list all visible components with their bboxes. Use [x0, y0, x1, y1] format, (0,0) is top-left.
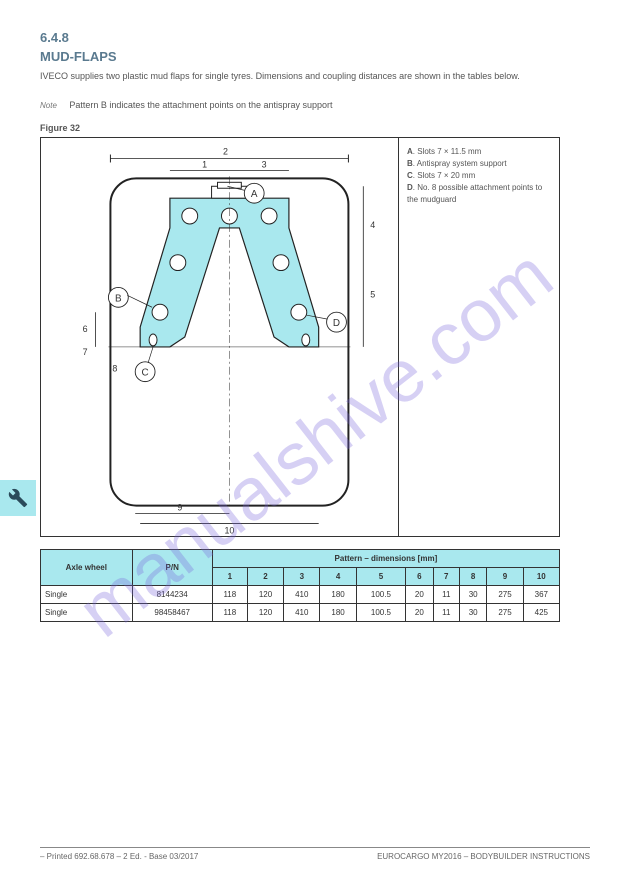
th-pn: P/N — [132, 549, 212, 585]
table-row: Single 98458467 118 120 410 180 100.5 20… — [41, 603, 560, 621]
legend-item: A. Slots 7 × 11.5 mm — [407, 146, 551, 158]
th-col: 9 — [487, 567, 523, 585]
footer: – Printed 692.68.678 – 2 Ed. - Base 03/2… — [40, 847, 590, 861]
dim-7: 7 — [83, 346, 88, 356]
th-pattern: Pattern – dimensions [mm] — [212, 549, 559, 567]
legend-item: C. Slots 7 × 20 mm — [407, 170, 551, 182]
dim-6: 6 — [83, 324, 88, 334]
note-block: Note Pattern B indicates the attachment … — [40, 95, 590, 113]
figure-container: 2 1 3 4 5 6 7 9 10 8 A — [40, 137, 560, 537]
legend-item: B. Antispray system support — [407, 158, 551, 170]
dim-5: 5 — [370, 289, 375, 299]
svg-text:B: B — [115, 293, 122, 304]
svg-text:C: C — [142, 367, 149, 378]
svg-text:A: A — [251, 189, 258, 200]
th-col: 10 — [523, 567, 559, 585]
dim-1: 1 — [202, 159, 207, 169]
dim-2: 2 — [223, 146, 228, 156]
th-col: 3 — [284, 567, 320, 585]
intro-text: IVECO supplies two plastic mud flaps for… — [40, 70, 590, 83]
th-col: 1 — [212, 567, 247, 585]
dim-3: 3 — [262, 159, 267, 169]
wrench-tab — [0, 480, 36, 516]
page: 6.4.8 MUD-FLAPS IVECO supplies two plast… — [0, 0, 630, 893]
footer-right: EUROCARGO MY2016 – BODYBUILDER INSTRUCTI… — [377, 852, 590, 861]
wrench-icon — [8, 488, 28, 508]
note-label: Note — [40, 101, 57, 110]
figure-diagram: 2 1 3 4 5 6 7 9 10 8 A — [41, 138, 399, 536]
th-col: 8 — [459, 567, 486, 585]
dim-4: 4 — [370, 220, 375, 230]
dim-10: 10 — [224, 525, 234, 535]
diagram-svg: 2 1 3 4 5 6 7 9 10 8 A — [41, 138, 398, 536]
section-number: 6.4.8 — [40, 30, 590, 45]
dimensions-table: Axle wheel P/N Pattern – dimensions [mm]… — [40, 549, 560, 622]
figure-title: Figure 32 — [40, 123, 590, 133]
th-col: 5 — [356, 567, 405, 585]
table-row: Single 8144234 118 120 410 180 100.5 20 … — [41, 585, 560, 603]
dim-8: 8 — [112, 363, 117, 373]
th-col: 2 — [247, 567, 283, 585]
legend-item: D. No. 8 possible attachment points to t… — [407, 182, 551, 206]
dim-9: 9 — [177, 502, 182, 512]
th-col: 6 — [406, 567, 433, 585]
section-title: MUD-FLAPS — [40, 49, 590, 64]
note-text: Pattern B indicates the attachment point… — [69, 100, 332, 110]
figure-legend: A. Slots 7 × 11.5 mm B. Antispray system… — [399, 138, 559, 536]
th-col: 7 — [433, 567, 459, 585]
svg-text:D: D — [333, 318, 340, 329]
footer-left: – Printed 692.68.678 – 2 Ed. - Base 03/2… — [40, 852, 198, 861]
th-col: 4 — [320, 567, 356, 585]
th-axle: Axle wheel — [41, 549, 133, 585]
